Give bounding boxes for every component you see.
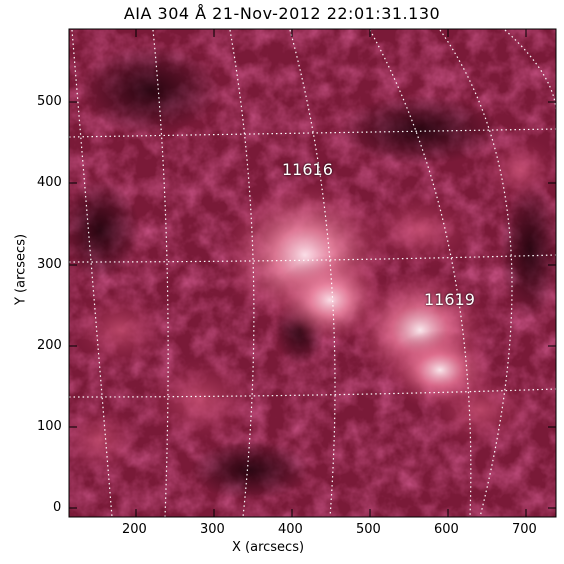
x-tick-label: 400 — [278, 522, 303, 537]
x-tick-label: 500 — [356, 522, 381, 537]
y-axis-label: Y (arcsecs) — [13, 233, 29, 306]
y-tick-label: 300 — [37, 257, 62, 272]
y-tick-marks — [69, 101, 556, 509]
x-tick-marks — [135, 29, 527, 517]
x-tick-label: 600 — [434, 522, 459, 537]
plot-frame — [68, 28, 557, 518]
x-tick-label: 300 — [200, 522, 225, 537]
x-axis-label: X (arcsecs) — [232, 540, 305, 555]
x-tick-label: 700 — [512, 522, 537, 537]
y-tick-label: 200 — [37, 338, 62, 353]
y-tick-label: 0 — [53, 500, 62, 515]
active-region-label-11616: 11616 — [282, 160, 333, 179]
heliographic-grid — [69, 29, 556, 517]
y-tick-label: 400 — [37, 175, 62, 190]
y-tick-label: 500 — [37, 94, 62, 109]
y-tick-label: 100 — [37, 419, 62, 434]
active-region-label-11619: 11619 — [424, 290, 475, 309]
solar-image — [69, 29, 556, 517]
x-tick-label: 200 — [122, 522, 147, 537]
plot-title: AIA 304 Å 21-Nov-2012 22:01:31.130 — [123, 4, 441, 23]
